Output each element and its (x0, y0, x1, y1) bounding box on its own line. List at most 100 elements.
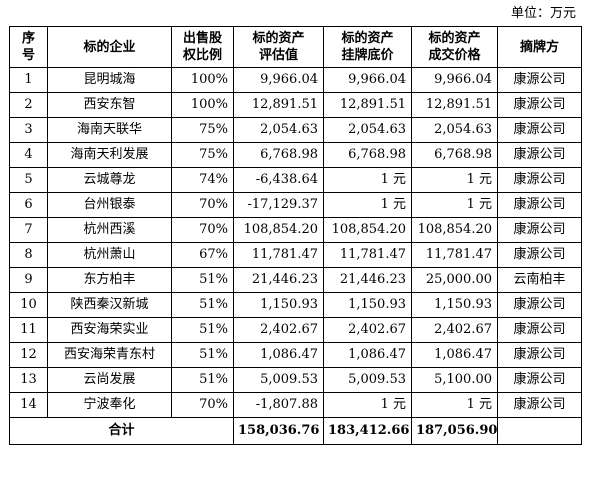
cell-deal: 1,086.47 (411, 342, 498, 368)
cell-company: 西安海荣实业 (47, 317, 172, 343)
cell-listing: 1,086.47 (323, 342, 412, 368)
cell-deal: 1 元 (411, 167, 498, 193)
cell-buyer: 康源公司 (497, 192, 582, 218)
cell-valuation: 21,446.23 (233, 267, 324, 293)
cell-valuation: -6,438.64 (233, 167, 324, 193)
cell-deal: 1 元 (411, 392, 498, 418)
cell-valuation: 11,781.47 (233, 242, 324, 268)
cell-listing: 9,966.04 (323, 67, 412, 93)
cell-valuation: 9,966.04 (233, 67, 324, 93)
cell-ratio: 51% (171, 292, 234, 318)
cell-listing: 2,402.67 (323, 317, 412, 343)
cell-buyer: 康源公司 (497, 342, 582, 368)
cell-ratio: 100% (171, 92, 234, 118)
cell-no: 6 (9, 192, 48, 218)
cell-listing: 1,150.93 (323, 292, 412, 318)
table-row: 4 海南天利发展 75% 6,768.98 6,768.98 6,768.98 康源公司 (9, 142, 582, 168)
cell-company: 西安东智 (47, 92, 172, 118)
cell-company: 云城尊龙 (47, 167, 172, 193)
cell-company: 杭州萧山 (47, 242, 172, 268)
cell-deal: 1,150.93 (411, 292, 498, 318)
cell-company: 昆明城海 (47, 67, 172, 93)
header-seq: 序 号 (9, 26, 48, 68)
cell-buyer: 康源公司 (497, 392, 582, 418)
cell-deal: 2,054.63 (411, 117, 498, 143)
cell-valuation: 108,854.20 (233, 217, 324, 243)
cell-buyer: 康源公司 (497, 242, 582, 268)
total-valuation: 158,036.76 (233, 417, 324, 445)
cell-valuation: 2,402.67 (233, 317, 324, 343)
cell-no: 13 (9, 367, 48, 393)
cell-buyer: 康源公司 (497, 217, 582, 243)
cell-listing: 108,854.20 (323, 217, 412, 243)
table-row: 8 杭州萧山 67% 11,781.47 11,781.47 11,781.47 康源公司 (9, 242, 582, 268)
cell-listing: 11,781.47 (323, 242, 412, 268)
header-deal: 标的资产 成交价格 (411, 26, 498, 68)
cell-listing: 1 元 (323, 392, 412, 418)
table-body: 1 昆明城海 100% 9,966.04 9,966.04 9,966.04 康源公司 2 西安… (9, 67, 582, 418)
header-ratio: 出售股 权比例 (171, 26, 234, 68)
cell-listing: 5,009.53 (323, 367, 412, 393)
cell-ratio: 75% (171, 117, 234, 143)
cell-buyer: 云南柏丰 (497, 267, 582, 293)
cell-no: 4 (9, 142, 48, 168)
cell-listing: 1 元 (323, 167, 412, 193)
cell-deal: 5,100.00 (411, 367, 498, 393)
table-row: 1 昆明城海 100% 9,966.04 9,966.04 9,966.04 康源公司 (9, 67, 582, 93)
table-row: 3 海南天联华 75% 2,054.63 2,054.63 2,054.63 康源公司 (9, 117, 582, 143)
cell-buyer: 康源公司 (497, 92, 582, 118)
cell-no: 8 (9, 242, 48, 268)
cell-company: 海南天联华 (47, 117, 172, 143)
table-row: 11 西安海荣实业 51% 2,402.67 2,402.67 2,402.67 康源公司 (9, 317, 582, 343)
table-row: 2 西安东智 100% 12,891.51 12,891.51 12,891.51 康源公司 (9, 92, 582, 118)
table-row: 10 陕西秦汉新城 51% 1,150.93 1,150.93 1,150.93 康源公司 (9, 292, 582, 318)
table-row: 12 西安海荣青东村 51% 1,086.47 1,086.47 1,086.47 康源公司 (9, 342, 582, 368)
cell-deal: 1 元 (411, 192, 498, 218)
cell-ratio: 70% (171, 217, 234, 243)
cell-ratio: 74% (171, 167, 234, 193)
total-deal: 187,056.90 (411, 417, 498, 445)
cell-ratio: 51% (171, 267, 234, 293)
cell-valuation: -1,807.88 (233, 392, 324, 418)
cell-deal: 12,891.51 (411, 92, 498, 118)
cell-valuation: 5,009.53 (233, 367, 324, 393)
cell-valuation: 6,768.98 (233, 142, 324, 168)
cell-buyer: 康源公司 (497, 292, 582, 318)
cell-listing: 2,054.63 (323, 117, 412, 143)
total-buyer-empty (497, 417, 582, 445)
total-listing: 183,412.66 (323, 417, 412, 445)
cell-buyer: 康源公司 (497, 367, 582, 393)
cell-no: 12 (9, 342, 48, 368)
cell-ratio: 51% (171, 367, 234, 393)
cell-buyer: 康源公司 (497, 142, 582, 168)
cell-ratio: 75% (171, 142, 234, 168)
cell-no: 14 (9, 392, 48, 418)
cell-listing: 21,446.23 (323, 267, 412, 293)
header-valuation: 标的资产 评估值 (233, 26, 324, 68)
cell-deal: 6,768.98 (411, 142, 498, 168)
cell-buyer: 康源公司 (497, 67, 582, 93)
asset-sale-table: 序 号 标的企业 出售股 权比例 标的资产 评估值 标的资产 挂牌底价 标的资产… (9, 26, 582, 445)
cell-company: 宁波奉化 (47, 392, 172, 418)
cell-deal: 11,781.47 (411, 242, 498, 268)
cell-no: 3 (9, 117, 48, 143)
cell-ratio: 70% (171, 392, 234, 418)
cell-no: 1 (9, 67, 48, 93)
cell-valuation: 1,086.47 (233, 342, 324, 368)
cell-no: 10 (9, 292, 48, 318)
unit-label: 单位：万元 (510, 6, 576, 21)
cell-ratio: 67% (171, 242, 234, 268)
header-buyer: 摘牌方 (497, 26, 582, 68)
cell-deal: 2,402.67 (411, 317, 498, 343)
cell-ratio: 51% (171, 317, 234, 343)
cell-valuation: 2,054.63 (233, 117, 324, 143)
cell-listing: 1 元 (323, 192, 412, 218)
cell-buyer: 康源公司 (497, 167, 582, 193)
table-row: 7 杭州西溪 70% 108,854.20 108,854.20 108,854.20 康源… (9, 217, 582, 243)
cell-deal: 9,966.04 (411, 67, 498, 93)
table-row: 13 云尚发展 51% 5,009.53 5,009.53 5,100.00 康源公司 (9, 367, 582, 393)
cell-company: 云尚发展 (47, 367, 172, 393)
